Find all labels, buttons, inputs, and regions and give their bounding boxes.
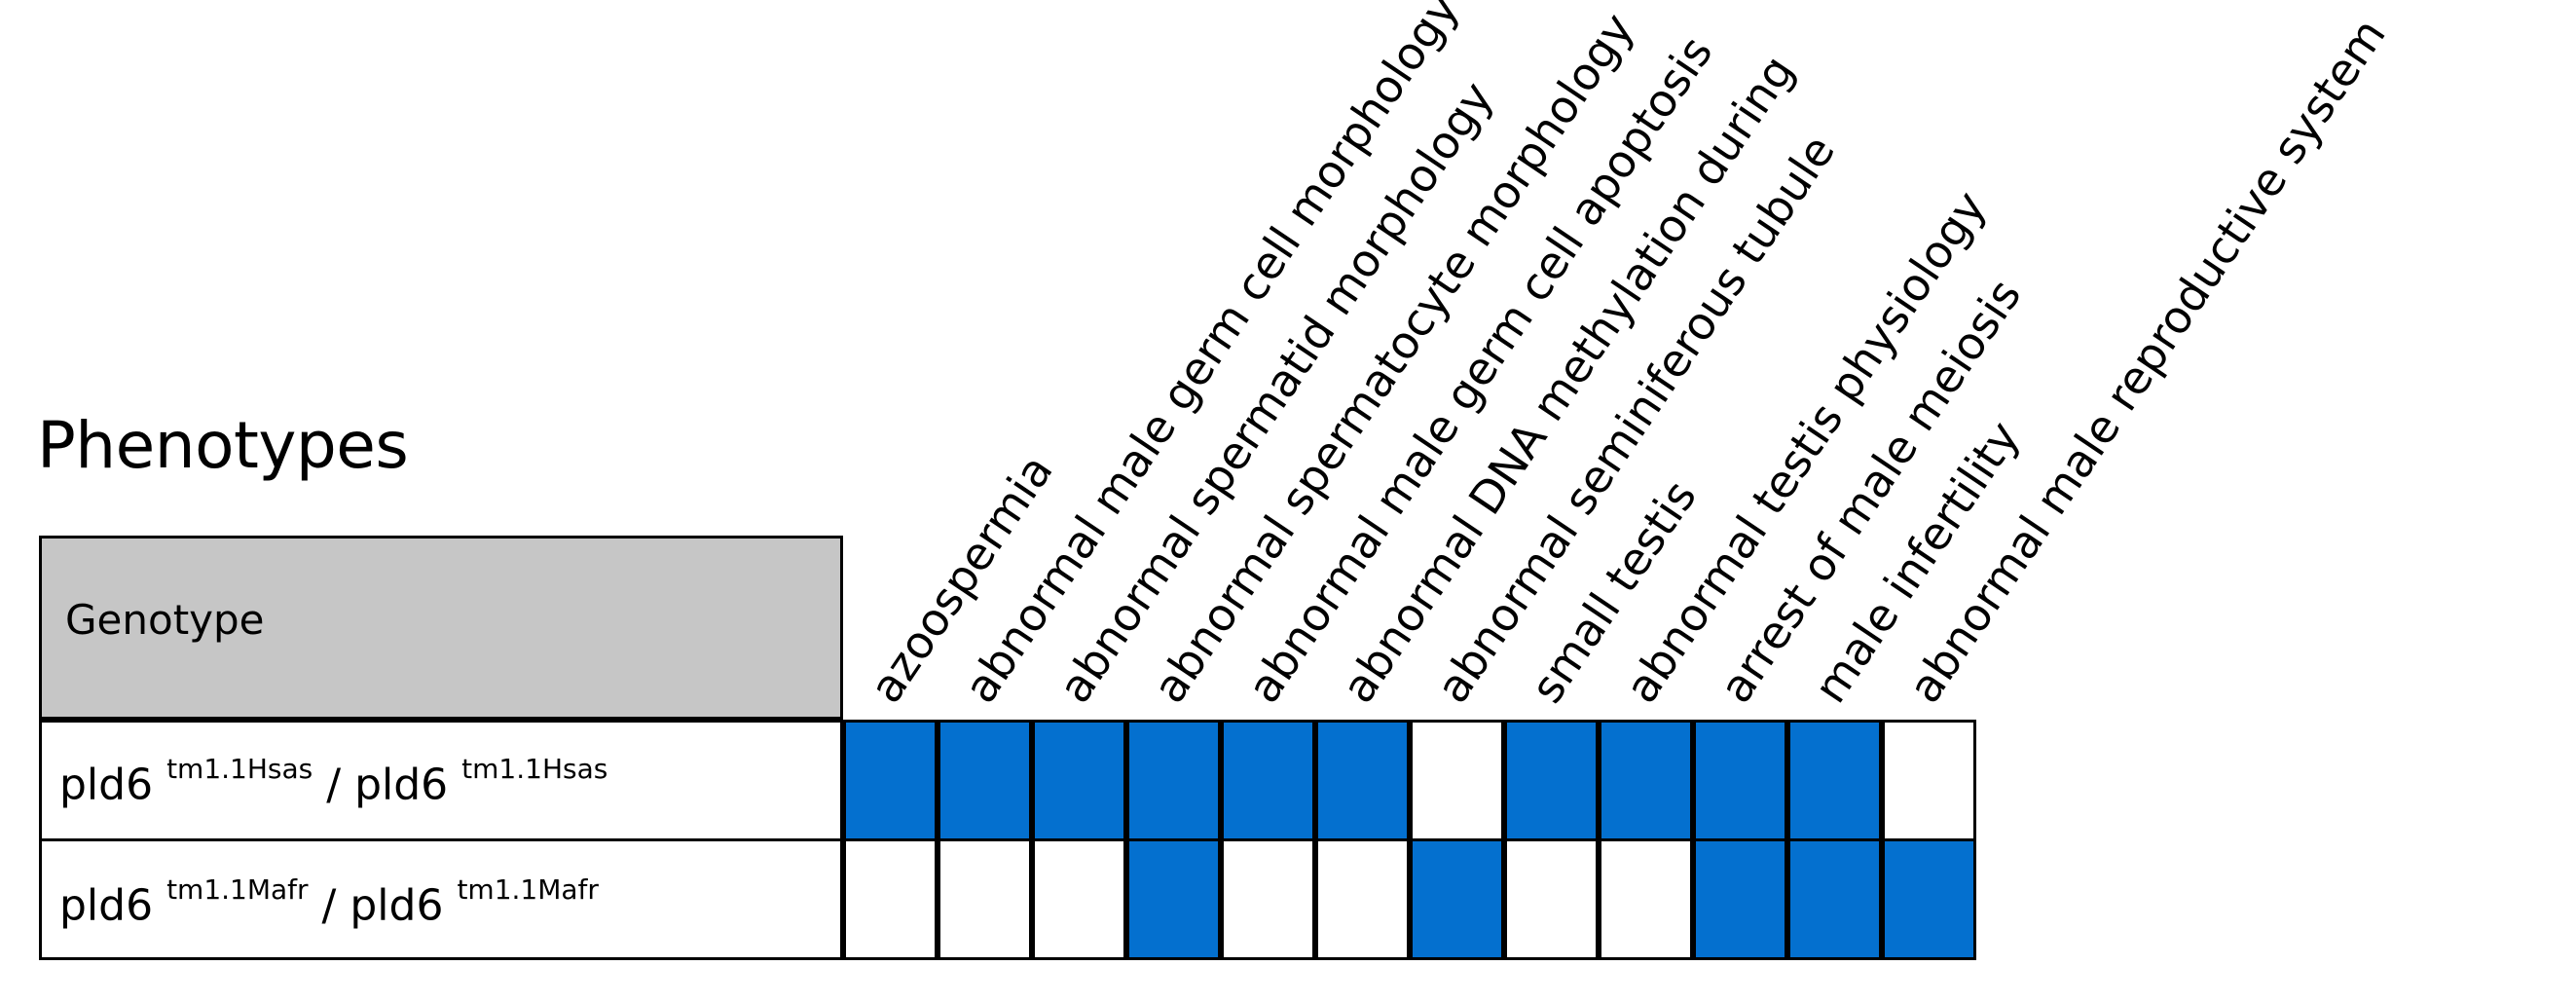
gene-symbol: pld6	[350, 880, 444, 931]
allele-symbol: tm1.1Hsas	[461, 753, 608, 785]
allele-separator: /	[321, 880, 337, 931]
matrix-cell-r1-c10	[1693, 720, 1787, 841]
genotype-row-1-label: pld6 tm1.1Hsas / pld6 tm1.1Hsas	[59, 756, 607, 810]
phenotype-header-4: abnormal spermatocyte morphology	[1142, 3, 1644, 713]
matrix-cell-r2-c9	[1599, 838, 1693, 960]
allele-symbol: tm1.1Mafr	[166, 873, 309, 906]
genotype-row-2: pld6 tm1.1Mafr / pld6 tm1.1Mafr	[39, 838, 843, 960]
genotype-row-1: pld6 tm1.1Hsas / pld6 tm1.1Hsas	[39, 720, 843, 841]
phenotype-header-11: male infertility	[1803, 411, 2031, 713]
matrix-cell-r2-c12	[1882, 838, 1976, 960]
gene-symbol: pld6	[354, 760, 449, 810]
allele-symbol: tm1.1Mafr	[457, 873, 599, 906]
matrix-cell-r2-c11	[1787, 838, 1882, 960]
matrix-cell-r2-c4	[1126, 838, 1221, 960]
matrix-cell-r1-c8	[1504, 720, 1599, 841]
matrix-cell-r2-c8	[1504, 838, 1599, 960]
matrix-cell-r1-c12	[1882, 720, 1976, 841]
matrix-cell-r1-c11	[1787, 720, 1882, 841]
genotype-header-label: Genotype	[65, 596, 265, 644]
phenotype-header-7: abnormal seminiferous tubule	[1425, 126, 1846, 713]
phenotype-header-5: abnormal male germ cell apoptosis	[1236, 26, 1723, 713]
matrix-cell-r2-c3	[1032, 838, 1126, 960]
gene-symbol: pld6	[59, 760, 154, 810]
phenotype-header-6: abnormal DNA methylation during	[1331, 46, 1805, 713]
matrix-cell-r1-c9	[1599, 720, 1693, 841]
gene-symbol: pld6	[59, 880, 154, 931]
phenotype-header-3: abnormal spermatid morphology	[1048, 72, 1504, 713]
matrix-cell-r1-c1	[843, 720, 938, 841]
phenotype-header-9: abnormal testis physiology	[1614, 181, 1997, 713]
matrix-cell-r2-c7	[1410, 838, 1504, 960]
phenotype-header-1: azoospermia	[859, 445, 1063, 713]
chart-title: Phenotypes	[37, 408, 409, 483]
phenotype-header-10: arrest of male meiosis	[1709, 269, 2032, 713]
matrix-cell-r1-c7	[1410, 720, 1504, 841]
matrix-cell-r2-c6	[1315, 838, 1410, 960]
matrix-cell-r1-c6	[1315, 720, 1410, 841]
matrix-cell-r2-c5	[1221, 838, 1315, 960]
allele-separator: /	[326, 760, 342, 810]
matrix-cell-r2-c2	[938, 838, 1032, 960]
genotype-row-2-label: pld6 tm1.1Mafr / pld6 tm1.1Mafr	[59, 876, 599, 931]
matrix-cell-r2-c1	[843, 838, 938, 960]
phenotype-header-12: abnormal male reproductive system	[1897, 9, 2396, 713]
matrix-cell-r1-c3	[1032, 720, 1126, 841]
matrix-cell-r2-c10	[1693, 838, 1787, 960]
matrix-cell-r1-c4	[1126, 720, 1221, 841]
matrix-cell-r1-c2	[938, 720, 1032, 841]
matrix-cell-r1-c5	[1221, 720, 1315, 841]
phenotype-header-8: small testis	[1520, 470, 1707, 713]
genotype-header-cell: Genotype	[39, 536, 843, 720]
allele-symbol: tm1.1Hsas	[166, 753, 313, 785]
phenotype-header-2: abnormal male germ cell morphology	[953, 0, 1469, 713]
